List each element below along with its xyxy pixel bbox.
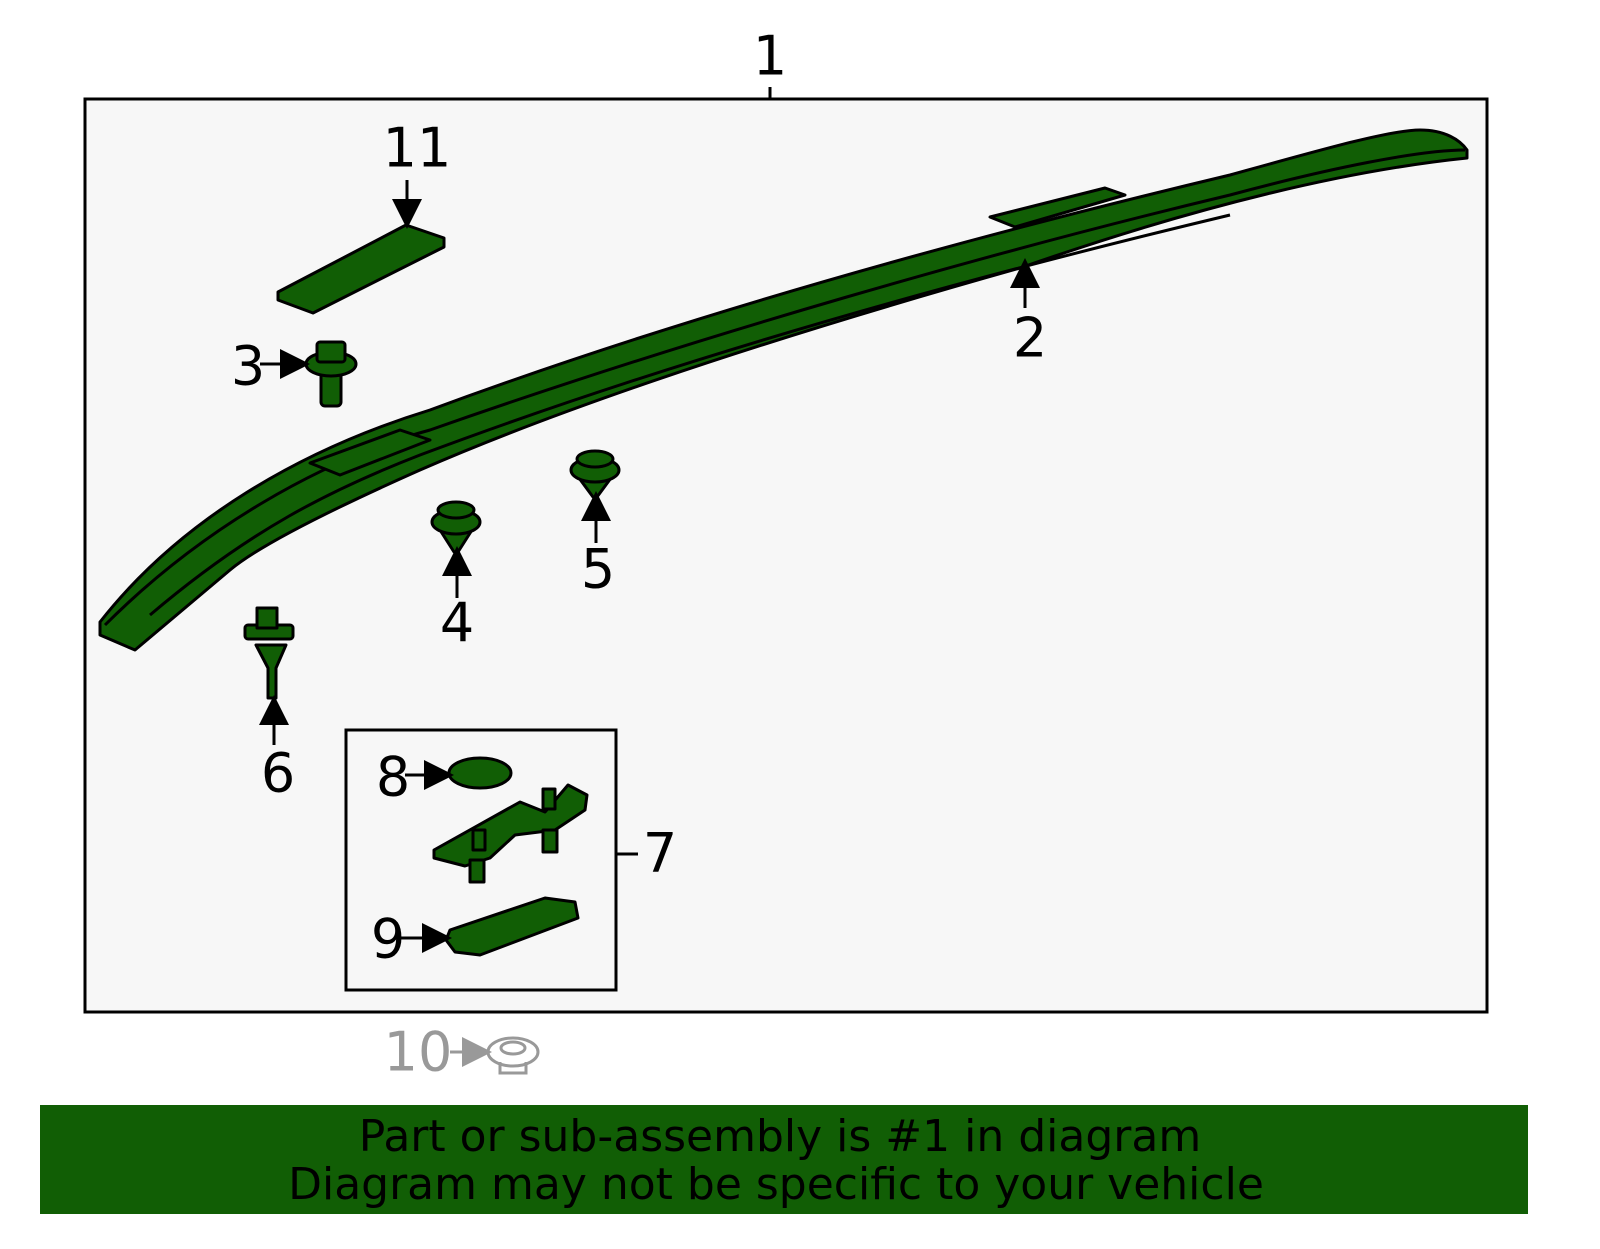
clip bbox=[243, 606, 295, 700]
callout: 11 bbox=[383, 117, 452, 180]
subassembly-frame bbox=[344, 728, 618, 992]
callout: 5 bbox=[581, 538, 615, 601]
footer-banner bbox=[40, 1105, 1528, 1214]
callout: 3 bbox=[231, 335, 265, 398]
washer bbox=[486, 1036, 540, 1075]
footer-text: Part or sub-assembly is #1 in diagram bbox=[359, 1111, 1201, 1162]
pad bbox=[447, 756, 513, 790]
roof-rail bbox=[98, 128, 1469, 652]
callout: 8 bbox=[376, 746, 410, 809]
bolt bbox=[304, 340, 358, 408]
callout: 7 bbox=[643, 822, 677, 885]
assembly-frame bbox=[83, 97, 1489, 1014]
bracket bbox=[432, 783, 589, 884]
footer-text: Diagram may not be specific to your vehi… bbox=[288, 1159, 1264, 1210]
callout: 6 bbox=[261, 742, 295, 805]
callout: 4 bbox=[440, 592, 474, 655]
callout: 9 bbox=[371, 908, 405, 971]
callout: 2 bbox=[1013, 307, 1047, 370]
clip bbox=[430, 500, 482, 554]
callout: 10 bbox=[384, 1021, 453, 1084]
callout: 1 bbox=[753, 25, 787, 88]
